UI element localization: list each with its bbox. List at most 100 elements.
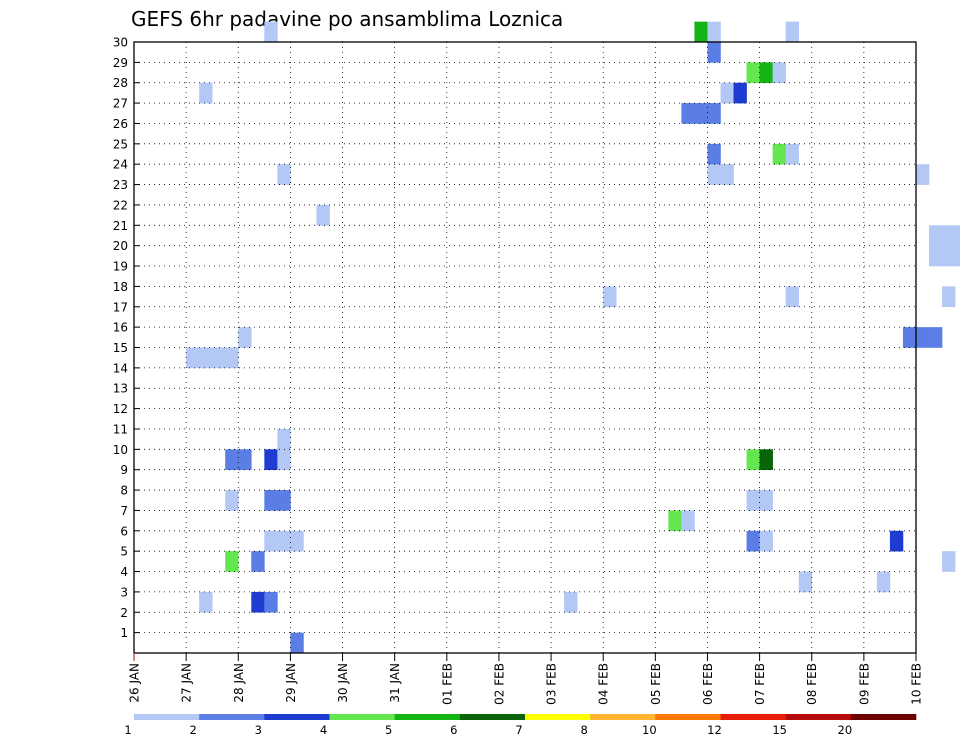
y-tick-label: 21 <box>113 219 128 233</box>
precip-cell <box>564 591 578 613</box>
y-tick-label: 3 <box>120 585 128 599</box>
precip-cell <box>707 103 721 124</box>
x-axis: 26 JAN 27 JAN 28 JAN 29 JAN 30 JAN 31 JAN 01 F… <box>128 653 924 705</box>
precip-cell <box>264 449 278 470</box>
precip-cell <box>955 245 960 267</box>
precip-cell <box>277 530 291 552</box>
y-tick-label: 30 <box>113 36 128 50</box>
y-tick-label: 7 <box>120 504 128 518</box>
precip-cell <box>694 21 708 43</box>
legend-swatch <box>590 714 656 720</box>
precip-cell <box>225 347 239 369</box>
x-tick-label: 04 FEB <box>597 663 611 705</box>
precip-cell <box>225 490 239 511</box>
precip-cell <box>876 571 891 593</box>
y-tick-label: 4 <box>120 565 128 579</box>
precip-cell <box>238 449 252 470</box>
y-tick-label: 6 <box>120 524 128 538</box>
precip-cell <box>746 62 760 84</box>
precip-cell <box>759 530 773 552</box>
y-tick-label: 15 <box>113 341 128 355</box>
x-tick-label: 30 JAN <box>336 663 350 703</box>
y-tick-label: 13 <box>113 382 128 396</box>
y-tick-label: 18 <box>113 280 128 294</box>
precip-cell <box>759 449 773 470</box>
precip-cell <box>759 490 773 511</box>
legend-label: 5 <box>385 723 392 737</box>
precip-cell <box>798 571 813 593</box>
x-tick-label: 28 JAN <box>232 663 246 703</box>
legend-swatch <box>134 714 200 720</box>
precip-cell <box>929 245 943 267</box>
y-tick-label: 10 <box>113 443 128 457</box>
y-tick-label: 19 <box>113 260 128 274</box>
y-tick-label: 25 <box>113 137 128 151</box>
precip-cell <box>290 530 304 552</box>
legend-swatch <box>199 714 265 720</box>
x-tick-label: 05 FEB <box>649 663 663 705</box>
precip-cell <box>681 510 695 532</box>
legend-label: 4 <box>320 723 327 737</box>
precip-cell <box>942 225 956 246</box>
legend-label: 8 <box>581 723 588 737</box>
precip-cell <box>603 286 617 308</box>
precip-cell <box>251 551 265 572</box>
precip-cell <box>277 449 291 470</box>
y-tick-label: 24 <box>113 158 128 172</box>
precip-cell <box>916 327 930 348</box>
precip-cell <box>225 449 239 470</box>
precip-cell <box>720 164 734 185</box>
precip-cell <box>707 164 721 185</box>
precip-cell <box>916 164 930 185</box>
legend-label: 6 <box>450 723 457 737</box>
legend-label: 2 <box>190 723 197 737</box>
y-tick-label: 2 <box>120 606 128 620</box>
legend-label: 20 <box>838 723 853 737</box>
legend-swatch <box>329 714 395 720</box>
precip-cell <box>264 490 278 511</box>
precip-cell <box>707 21 721 43</box>
precip-cell <box>746 449 760 470</box>
legend-label: 3 <box>255 723 262 737</box>
y-tick-label: 16 <box>113 321 128 335</box>
y-axis: 1234567891011121314151617181920212223242… <box>113 36 140 640</box>
y-tick-label: 8 <box>120 484 128 498</box>
legend-label: 1 <box>124 723 131 737</box>
precip-cell <box>199 591 213 613</box>
precip-cell <box>199 82 213 104</box>
x-tick-label: 07 FEB <box>753 663 767 705</box>
precip-cell <box>199 347 213 369</box>
x-tick-label: 29 JAN <box>284 663 298 703</box>
precip-cell <box>186 347 200 369</box>
y-tick-label: 1 <box>120 626 128 640</box>
precip-cell <box>277 490 291 511</box>
precip-cell <box>889 530 904 552</box>
precip-cell <box>942 551 956 572</box>
precip-cell <box>251 591 265 613</box>
precip-cell <box>290 632 304 654</box>
legend-label: 15 <box>772 723 787 737</box>
precip-cell <box>942 245 956 267</box>
x-tick-label: 10 FEB <box>910 663 924 705</box>
x-tick-label: 27 JAN <box>180 663 194 703</box>
x-tick-label: 08 FEB <box>805 663 819 705</box>
precip-cell <box>772 143 786 165</box>
precip-cell <box>955 225 960 246</box>
precip-cell <box>316 204 330 226</box>
precip-cell <box>694 103 708 124</box>
legend-label: 12 <box>707 723 722 737</box>
legend-label: 7 <box>515 723 522 737</box>
precip-cell <box>929 225 943 246</box>
x-tick-label: 03 FEB <box>545 663 559 705</box>
precip-cell <box>277 428 291 450</box>
y-tick-label: 12 <box>113 402 128 416</box>
legend-swatch <box>785 714 852 720</box>
y-tick-label: 17 <box>113 300 128 314</box>
legend-swatch <box>655 714 721 720</box>
precip-cell <box>707 143 721 165</box>
precip-cell <box>238 327 252 348</box>
precip-cell <box>785 286 799 308</box>
legend-swatch <box>459 714 526 720</box>
precip-cell <box>668 510 682 532</box>
y-tick-label: 20 <box>113 239 128 253</box>
